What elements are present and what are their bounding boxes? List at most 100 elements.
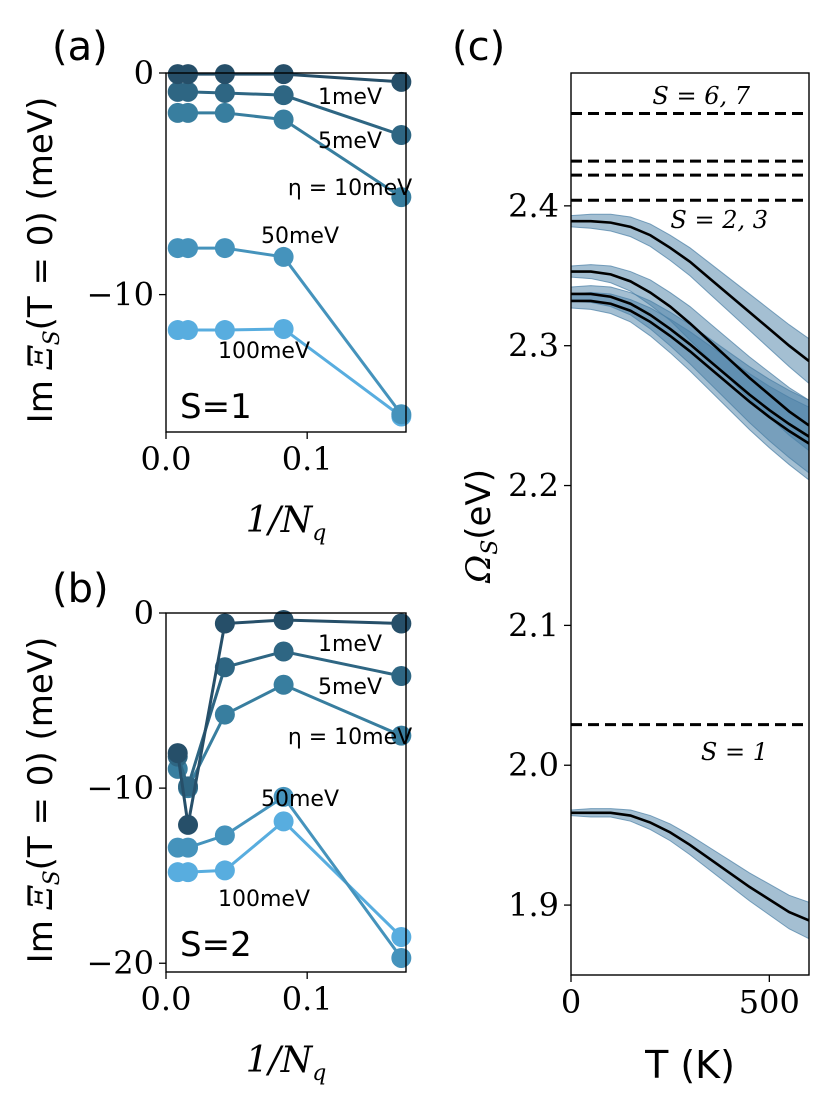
annotation-s23: S = 2, 3 <box>670 206 768 234</box>
panel-a-series-point <box>391 404 412 425</box>
panel-c-xlabel: T (K) <box>644 1043 735 1087</box>
panel-a-series-point <box>391 125 412 146</box>
panel-c-series-line <box>571 219 809 363</box>
panel-a-ylabel-suffix: (T = 0) (meV) <box>21 97 61 331</box>
panel-a-series-point <box>178 81 199 102</box>
panel-c-series-line <box>571 292 809 438</box>
panel-c-xtick-label: 0 <box>561 983 581 1021</box>
panel-b-xlabel-main: 1/N <box>246 1040 314 1081</box>
panel-a-xlabel-sub: q <box>312 521 326 546</box>
panel-a-marks: 1meV 5meV η = 10meV 50meV 100meV <box>167 64 412 427</box>
panel-a-series-point <box>273 318 294 339</box>
panel-a-series-point <box>273 109 294 130</box>
panel-c-ylabel: ΩS(eV) <box>459 469 503 584</box>
panel-a-ylabel-math: Ξ <box>21 344 61 370</box>
panel-b-series-point <box>214 613 235 634</box>
panel-b-series-point <box>391 666 412 687</box>
panel-b-xlabel: 1/Nq <box>246 1040 327 1086</box>
panel-b-ylabel-math: Ξ <box>21 884 61 910</box>
panel-a-series-label: 5meV <box>318 129 382 154</box>
panel-b-series-point <box>391 613 412 634</box>
panel-b-ylabel-suffix: (T = 0) (meV) <box>21 637 61 871</box>
panel-b-ytick-label: −10 <box>86 769 154 807</box>
panel-b-series-point <box>214 825 235 846</box>
panel-b-label: (b) <box>52 566 109 612</box>
panel-a-ylabel-prefix: Im <box>21 369 61 423</box>
panel-a-ytick-label: 0 <box>134 54 154 92</box>
panel-c-frame <box>570 72 810 976</box>
panel-a-series-point <box>214 320 235 341</box>
panel-a-xtick-label: 0.0 <box>141 440 192 478</box>
panel-a-series-point <box>178 64 199 85</box>
panel-c-band <box>571 808 809 940</box>
panel-a-series-point <box>178 238 199 259</box>
panel-c-ytick-label: 2.2 <box>508 467 559 505</box>
panel-b-marks: 1meV 5meV η = 10meV 50meV 100meV <box>167 610 412 968</box>
svg-text:Im ΞS(T = 0) (meV): Im ΞS(T = 0) (meV) <box>21 97 65 424</box>
panel-a-series-label: 100meV <box>218 339 310 364</box>
panel-b-series-point <box>178 814 199 835</box>
panel-b-series-point <box>214 657 235 678</box>
panel-b-ytick-label: 0 <box>134 594 154 632</box>
panel-b-series-label: 5meV <box>318 675 382 700</box>
panel-c-label: (c) <box>452 24 505 70</box>
panel-b-xtick-label: 0.0 <box>141 980 192 1018</box>
panel-b-series-point <box>167 743 188 764</box>
panel-b-xlabel-sub: q <box>312 1061 326 1086</box>
panel-c-series-line <box>571 811 809 922</box>
panel-b-ytick-label: −20 <box>86 944 154 982</box>
panel-b-series-point <box>391 947 412 968</box>
panel-a-series-point <box>273 246 294 267</box>
panel-b-series-line <box>176 649 402 792</box>
panel-b-state-label: S=2 <box>180 925 252 965</box>
panel-b-xtick-label: 0.1 <box>282 980 333 1018</box>
panel-c-ytick-label: 2.1 <box>508 606 559 644</box>
panel-c-ytick-label: 2.3 <box>508 327 559 365</box>
panel-b-ticks: 0.0 0.1 0 −10 −20 <box>86 594 332 1018</box>
panel-b-series-point <box>391 926 412 947</box>
panel-c-ytick-label: 1.9 <box>508 886 559 924</box>
panel-a-frame <box>165 72 407 433</box>
panel-b-series-point <box>178 837 199 858</box>
panel-a-ylabel: Im ΞS(T = 0) (meV) <box>21 97 65 424</box>
panel-c-marks <box>571 112 809 940</box>
panel-a-ylabel-sub: S <box>40 330 65 345</box>
panel-b-ylabel: Im ΞS(T = 0) (meV) <box>21 637 65 964</box>
panel-a-series-label: η = 10meV <box>288 176 412 201</box>
panel-b-series-point <box>214 704 235 725</box>
panel-a-series-point <box>178 320 199 341</box>
panel-b-series-point <box>273 641 294 662</box>
panel-a-xtick-label: 0.1 <box>282 440 333 478</box>
panel-b-series-point <box>273 811 294 832</box>
panel-a-series-label: 1meV <box>318 85 382 110</box>
panel-b-series-point <box>178 862 199 883</box>
panel-b-frame <box>165 612 407 973</box>
panel-a-series-point <box>214 102 235 123</box>
panel-a-series-point <box>214 82 235 103</box>
panel-c-series-line <box>571 299 809 445</box>
panel-c-ticks: 0 500 1.9 2.0 2.1 2.2 2.3 2.4 <box>508 187 800 1021</box>
annotation-s67: S = 6, 7 <box>652 82 750 110</box>
panel-b-ylabel-sub: S <box>40 870 65 885</box>
panel-c-ylabel-suffix: (eV) <box>459 469 499 540</box>
panel-b-series-point <box>273 610 294 631</box>
panel-b-ylabel-prefix: Im <box>21 909 61 963</box>
panel-b-series-label: 100meV <box>218 887 310 912</box>
panel-c: (c) 0 500 1.9 2.0 2.1 2.2 2.3 2.4 S = 6, 7 S = … <box>452 24 810 1087</box>
panel-c-ylabel-sub: S <box>478 540 503 555</box>
panel-a-series-point <box>391 71 412 92</box>
panel-b-series-label: η = 10meV <box>288 725 412 750</box>
panel-c-ytick-label: 2.0 <box>508 746 559 784</box>
panel-c-xtick-label: 500 <box>739 983 800 1021</box>
panel-a-series-point <box>178 102 199 123</box>
panel-a-series-label: 50meV <box>261 224 339 249</box>
panel-a-series-point <box>214 64 235 85</box>
panel-a-xlabel: 1/Nq <box>246 500 327 546</box>
panel-b-series-point <box>273 674 294 695</box>
panel-c-series-line <box>571 270 809 427</box>
panel-a-series-point <box>273 85 294 106</box>
annotation-s1: S = 1 <box>701 738 768 766</box>
